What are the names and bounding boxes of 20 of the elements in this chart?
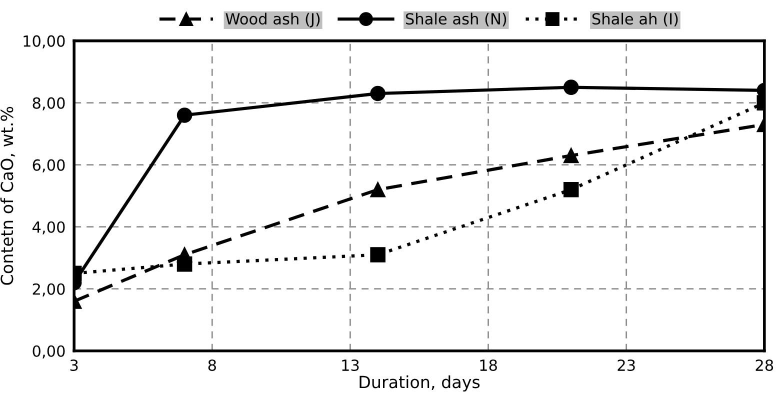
- y-tick-label: 0,00: [32, 345, 65, 358]
- legend-label: Shale ah (I): [592, 12, 678, 26]
- x-tick-label: 28: [756, 359, 774, 372]
- y-tick-label: 6,00: [32, 159, 65, 172]
- y-axis-title: Contetn of CaO, wt.%: [0, 106, 15, 285]
- y-tick-label: 10,00: [24, 35, 65, 48]
- legend-label: Shale ash (N): [406, 12, 506, 26]
- x-tick-label: 13: [342, 359, 359, 372]
- point: [370, 182, 386, 198]
- x-tick-label: 18: [480, 359, 497, 372]
- y-tick-label: 4,00: [32, 221, 65, 234]
- point: [370, 247, 386, 262]
- x-tick-label: 23: [618, 359, 635, 372]
- y-tick-label: 8,00: [32, 97, 65, 110]
- legend-label: Wood ash (J): [226, 12, 320, 28]
- x-tick-label: 3: [70, 359, 78, 372]
- x-axis-title: Duration, days: [360, 375, 480, 392]
- y-tick-label: 2,00: [32, 283, 65, 296]
- point: [370, 86, 386, 102]
- x-tick-label: 8: [208, 359, 216, 372]
